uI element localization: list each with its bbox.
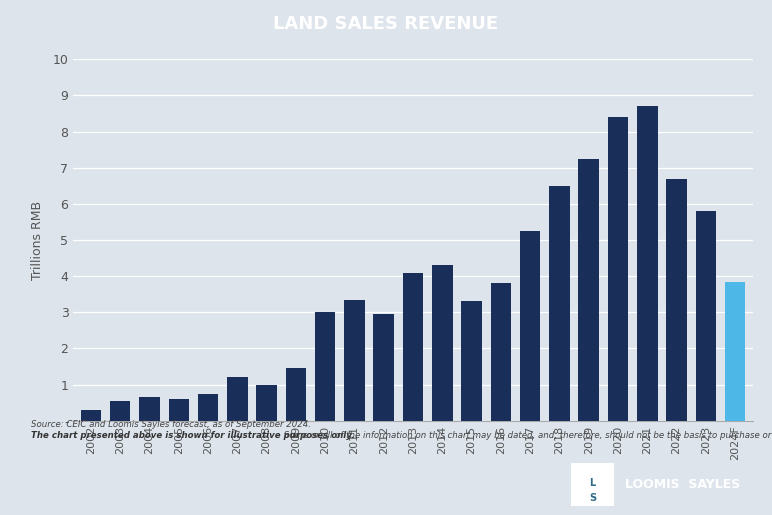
- Text: The chart presented above is shown for illustrative purposes only.: The chart presented above is shown for i…: [31, 431, 354, 440]
- Bar: [725, 282, 746, 421]
- Bar: [256, 385, 277, 421]
- Bar: [374, 314, 394, 421]
- Bar: [491, 283, 511, 421]
- Bar: [462, 301, 482, 421]
- Bar: [227, 377, 248, 421]
- FancyBboxPatch shape: [571, 464, 614, 506]
- Bar: [637, 106, 658, 421]
- Bar: [578, 159, 599, 421]
- Bar: [110, 401, 130, 421]
- Bar: [549, 186, 570, 421]
- Bar: [80, 410, 101, 421]
- Bar: [344, 300, 364, 421]
- Bar: [403, 272, 423, 421]
- Text: LAND SALES REVENUE: LAND SALES REVENUE: [273, 15, 499, 33]
- Y-axis label: Trillions RMB: Trillions RMB: [32, 200, 44, 280]
- Bar: [432, 265, 452, 421]
- Text: Source: CEIC and Loomis Sayles forecast, as of September 2024.: Source: CEIC and Loomis Sayles forecast,…: [31, 420, 311, 428]
- Bar: [286, 368, 306, 421]
- Text: LOOMIS  SAYLES: LOOMIS SAYLES: [625, 478, 740, 491]
- Bar: [198, 393, 218, 421]
- Text: Some or all of the information on this chart may be dated, and, therefore, shoul: Some or all of the information on this c…: [281, 431, 772, 440]
- Text: L: L: [589, 478, 596, 488]
- Bar: [315, 312, 335, 421]
- Text: S: S: [589, 493, 596, 503]
- Bar: [520, 231, 540, 421]
- Bar: [696, 211, 716, 421]
- Bar: [168, 399, 189, 421]
- Bar: [608, 117, 628, 421]
- Bar: [666, 179, 687, 421]
- Bar: [139, 397, 160, 421]
